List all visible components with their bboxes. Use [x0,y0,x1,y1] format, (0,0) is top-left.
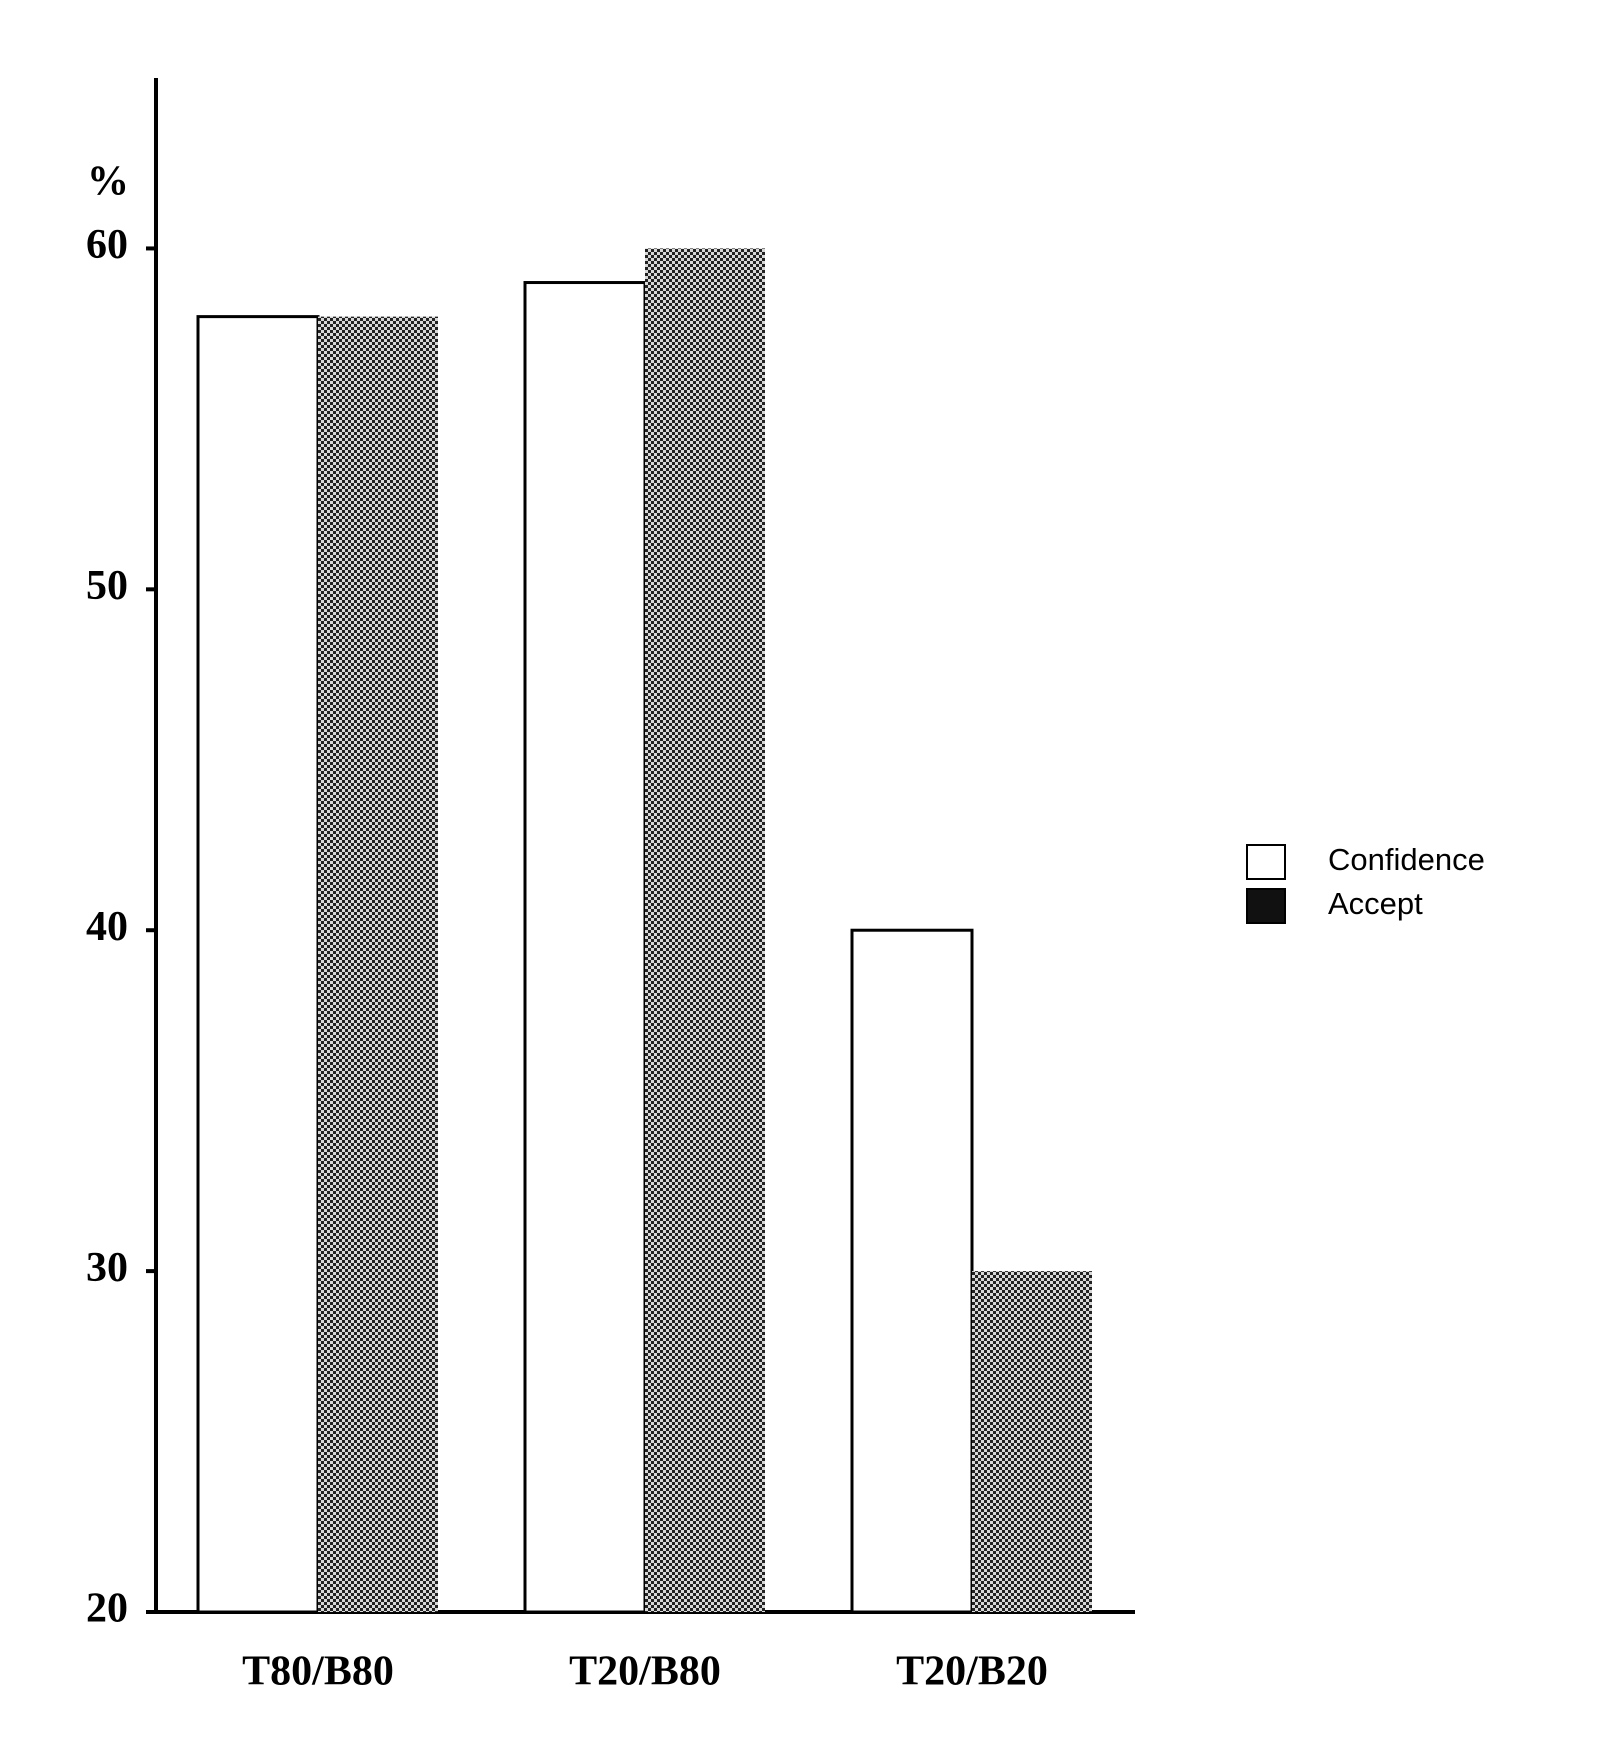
bar [850,928,974,1614]
y-tick-label: 20 [86,1586,128,1632]
y-tick-label: 30 [86,1245,128,1291]
y-axis-label: % [87,159,129,205]
legend-swatch [1246,888,1286,924]
bar [645,248,765,1612]
y-tick-label: 60 [86,222,128,268]
bar [523,281,647,1614]
y-tick-label: 40 [86,904,128,950]
bar [972,1271,1092,1612]
y-tick-label: 50 [86,563,128,609]
legend-label: Confidence [1328,842,1485,877]
legend-swatch [1246,844,1286,880]
x-tick-label: T20/B20 [896,1649,1048,1695]
x-tick-label: T80/B80 [242,1649,394,1695]
x-tick-label: T20/B80 [569,1649,721,1695]
bar [318,316,438,1613]
bar [196,315,320,1614]
legend-label: Accept [1328,886,1423,921]
